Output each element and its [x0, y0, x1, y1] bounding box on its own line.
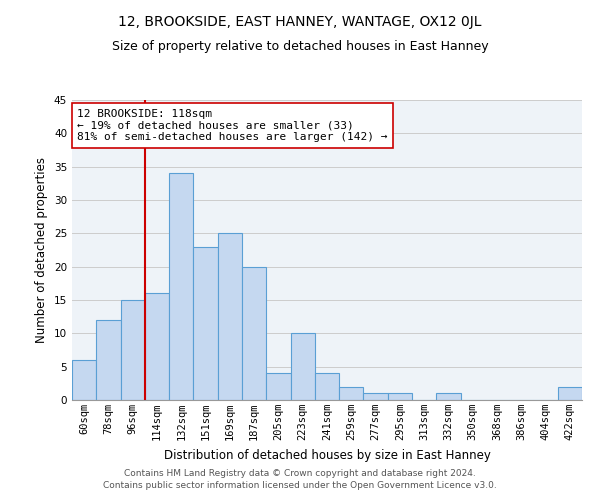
- Bar: [436, 394, 461, 400]
- Y-axis label: Number of detached properties: Number of detached properties: [35, 157, 49, 343]
- Bar: [145, 294, 169, 400]
- Bar: [364, 394, 388, 400]
- Bar: [290, 334, 315, 400]
- Bar: [193, 246, 218, 400]
- Bar: [339, 386, 364, 400]
- Text: 12 BROOKSIDE: 118sqm
← 19% of detached houses are smaller (33)
81% of semi-detac: 12 BROOKSIDE: 118sqm ← 19% of detached h…: [77, 109, 388, 142]
- Bar: [72, 360, 96, 400]
- Bar: [266, 374, 290, 400]
- Bar: [315, 374, 339, 400]
- Bar: [388, 394, 412, 400]
- Text: Size of property relative to detached houses in East Hanney: Size of property relative to detached ho…: [112, 40, 488, 53]
- Bar: [558, 386, 582, 400]
- X-axis label: Distribution of detached houses by size in East Hanney: Distribution of detached houses by size …: [164, 448, 490, 462]
- Bar: [242, 266, 266, 400]
- Bar: [218, 234, 242, 400]
- Bar: [121, 300, 145, 400]
- Text: 12, BROOKSIDE, EAST HANNEY, WANTAGE, OX12 0JL: 12, BROOKSIDE, EAST HANNEY, WANTAGE, OX1…: [118, 15, 482, 29]
- Bar: [169, 174, 193, 400]
- Text: Contains HM Land Registry data © Crown copyright and database right 2024.
Contai: Contains HM Land Registry data © Crown c…: [103, 468, 497, 490]
- Bar: [96, 320, 121, 400]
